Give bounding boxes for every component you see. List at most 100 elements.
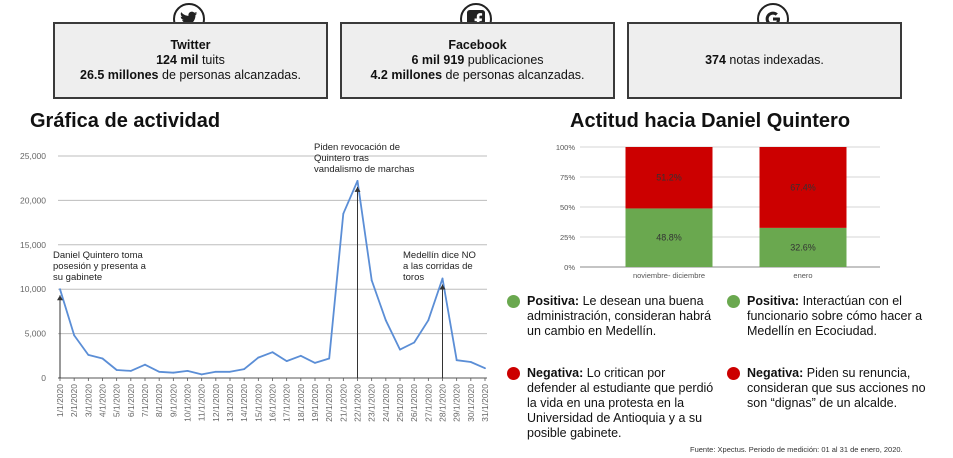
data-point [229,370,231,373]
bar-y-tick-label: 75% [560,173,575,182]
x-tick-label: 30/1/2020 [466,384,476,422]
x-tick-label: 6/1/2020 [126,384,136,417]
negative-dot-icon [727,367,740,380]
bar-positive-label: 48.8% [656,233,682,243]
x-tick-label: 29/1/2020 [452,384,462,422]
y-tick-label: 15,000 [20,240,46,250]
x-tick-label: 28/1/2020 [438,384,448,422]
facebook-title: Facebook [448,38,507,52]
data-point [115,369,118,371]
y-tick-label: 0 [41,373,46,383]
facebook-line1: 6 mil 919 publicaciones [411,53,544,67]
data-point [243,368,246,371]
data-point [200,373,203,376]
twitter-title: Twitter [170,38,211,52]
bar-category-label: noviembre- diciembre [633,271,705,280]
bar-negative [625,147,713,209]
legend-negative-2: Negativa: Piden su renuncia, consideran … [727,366,937,411]
x-tick-label: 9/1/2020 [168,384,178,417]
legend-positive-1: Positiva: Le desean una buena administra… [507,294,717,339]
x-tick-label: 14/1/2020 [239,384,249,422]
x-tick-label: 10/1/2020 [183,384,193,422]
x-tick-label: 2/1/2020 [69,384,79,417]
data-point [441,277,444,280]
x-tick-label: 5/1/2020 [112,384,122,417]
source-note: Fuente: Xpectus. Periodo de medición: 01… [690,445,903,454]
annotation-text: posesión y presenta a [53,261,147,272]
x-tick-label: 21/1/2020 [338,384,348,422]
x-tick-label: 12/1/2020 [211,384,221,422]
x-tick-label: 20/1/2020 [324,384,334,422]
twitter-stats-box: Twitter 124 mil tuits 26.5 millones de p… [53,22,328,99]
data-point [469,361,472,363]
x-tick-label: 19/1/2020 [310,384,320,422]
attitude-stacked-bar-chart: 0% 25% 50% 75% 100% 48.8% 51.2% noviembre- dici… [556,143,880,280]
data-point [186,369,189,372]
data-point [427,319,430,322]
data-point [158,370,161,373]
x-tick-label: 8/1/2020 [154,384,164,417]
annotation-arrowhead [439,284,446,290]
annotation-text: vandalismo de marchas [314,164,415,175]
bar-negative-label: 51.2% [656,173,682,183]
annotation-text: su gabinete [53,272,102,283]
bar-y-tick-label: 25% [560,233,575,242]
annotation-text: a las corridas de [403,261,473,272]
data-point [285,360,288,363]
data-point [101,357,104,360]
bar-negative-label: 67.4% [790,182,816,192]
facebook-stats-box: Facebook 6 mil 919 publicaciones 4.2 mil… [340,22,615,99]
annotation-arrowhead [57,295,63,301]
x-tick-label: 4/1/2020 [98,384,108,417]
activity-line-chart: 0 5,000 10,000 15,000 20,000 25,000 1/1/2020 2/… [20,142,490,422]
x-tick-label: 23/1/2020 [367,384,377,422]
data-point [314,362,316,364]
x-tick-label: 18/1/2020 [296,384,306,422]
data-point [399,348,401,351]
data-point [484,367,486,370]
annotation-text: Medellín dice NO [403,250,476,261]
annotation-text: toros [403,272,424,283]
y-tick-label: 5,000 [25,329,47,339]
data-point [172,371,175,374]
bar-positive-label: 32.6% [790,242,816,252]
google-stats-box: 374 notas indexadas. [627,22,902,99]
annotation-arrowhead [354,186,361,192]
attitude-chart-title: Actitud hacia Daniel Quintero [570,110,851,132]
bar-negative [759,147,847,228]
bar-category-label: enero [793,271,812,280]
data-point [342,212,345,215]
facebook-line2: 4.2 millones de personas alcanzadas. [370,68,585,82]
google-line1: 374 notas indexadas. [705,53,824,67]
x-tick-label: 17/1/2020 [282,384,292,422]
bar-y-tick-label: 50% [560,203,575,212]
data-point [328,357,331,360]
data-point [299,354,302,357]
x-tick-label: 24/1/2020 [381,384,391,422]
y-tick-label: 25,000 [20,151,46,161]
x-tick-label: 1/1/2020 [55,384,65,417]
bar-y-tick-label: 0% [564,263,575,272]
x-tick-label: 31/1/2020 [480,384,490,422]
data-point [73,334,76,337]
y-tick-label: 20,000 [20,195,46,205]
twitter-line1: 124 mil tuits [156,53,225,67]
x-tick-label: 25/1/2020 [395,384,405,422]
x-tick-label: 15/1/2020 [253,384,263,422]
y-tick-label: 10,000 [20,284,46,294]
annotation-text: Piden revocación de [314,142,400,153]
data-point [271,351,274,354]
x-tick-label: 27/1/2020 [423,384,433,422]
bar-positive [625,208,713,267]
x-tick-label: 7/1/2020 [140,384,150,417]
bar-y-tick-label: 100% [556,143,576,152]
data-point [87,354,90,356]
x-tick-label: 22/1/2020 [353,384,363,422]
negative-dot-icon [507,367,520,380]
activity-chart-title: Gráfica de actividad [30,110,221,132]
twitter-line2: 26.5 millones de personas alcanzadas. [80,68,301,82]
positive-dot-icon [727,295,740,308]
data-point [384,319,387,322]
data-point [129,369,132,372]
x-tick-label: 13/1/2020 [225,384,235,422]
